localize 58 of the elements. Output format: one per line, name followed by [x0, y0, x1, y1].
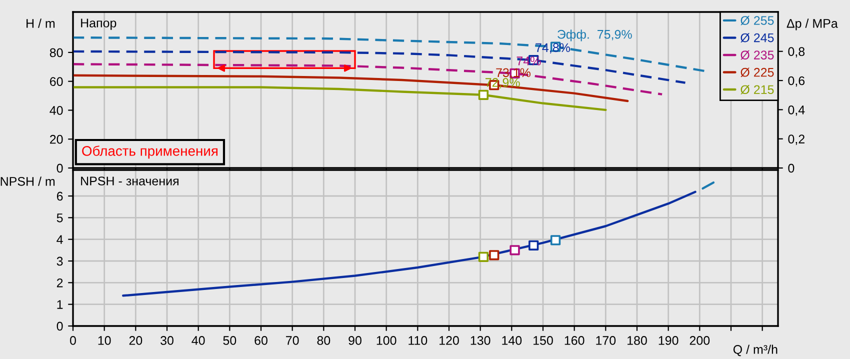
chart-title: NPSH - значения [81, 176, 178, 186]
point [510, 245, 520, 256]
point [550, 235, 561, 246]
chart-title: Напор [81, 18, 116, 30]
y-axis-title: NPSH / m [0, 176, 55, 186]
x-tick-label: 70 [286, 336, 299, 345]
point [528, 240, 539, 250]
point [478, 90, 489, 100]
x-tick-label: 20 [129, 336, 142, 345]
y2-tick-label: 0,8 [788, 47, 805, 58]
y-tick-label: 4 [56, 235, 63, 244]
x-tick-label: 50 [223, 336, 236, 345]
legend-label: Ø 225 [740, 68, 774, 77]
y-tick-label: 60 [50, 77, 63, 86]
y2-tick-label: 0 [788, 164, 794, 173]
band-label: Область применения [82, 146, 218, 159]
y-tick-label: 5 [56, 214, 63, 222]
y2-tick-label: 0,6 [788, 76, 805, 87]
x-tick-label: 130 [470, 336, 490, 345]
x-tick-label: 190 [658, 336, 678, 345]
x-tick-label: 120 [440, 336, 459, 345]
x-tick-label: 160 [564, 336, 584, 345]
x-tick-label: 80 [317, 336, 330, 345]
x-tick-label: 60 [254, 336, 268, 345]
y-axis-title: H / m [26, 18, 55, 28]
x-tick-label: 90 [348, 336, 362, 345]
legend-label: Ø 235 [740, 50, 774, 60]
y-tick-label: 40 [50, 106, 63, 115]
x-tick-label: 170 [596, 336, 616, 345]
x-tick-label: 40 [192, 336, 205, 345]
y-tick-label: 6 [56, 192, 63, 201]
x-axis-title: Q / m³/h [733, 344, 778, 356]
x-tick-label: 180 [628, 336, 647, 345]
x-tick-label: 100 [376, 336, 396, 345]
x-tick-label: 0 [70, 336, 76, 345]
legend-label: Ø 215 [740, 84, 774, 94]
y-tick-label: 0 [56, 164, 63, 173]
y2-tick-label: 0,2 [788, 134, 804, 145]
line-series [122, 190, 696, 297]
legend-label: Ø 245 [740, 33, 774, 42]
annotation: Эфф. 75,9% [558, 30, 632, 42]
point [489, 250, 500, 260]
x-tick-label: 10 [98, 336, 111, 345]
y-tick-label: 3 [56, 256, 63, 266]
x-tick-label: 140 [502, 336, 522, 345]
y-tick-label: 20 [50, 134, 63, 144]
y2-tick-label: 0,4 [788, 105, 805, 116]
x-tick-label: 150 [534, 336, 553, 345]
x-tick-label: 30 [160, 336, 174, 345]
point [478, 252, 489, 262]
y-tick-label: 1 [57, 300, 63, 309]
y-tick-label: 0 [56, 322, 63, 331]
x-tick-label: 200 [690, 336, 710, 345]
legend-label: Ø 255 [740, 16, 774, 26]
x-tick-label: 110 [408, 336, 428, 345]
y-tick-label: 80 [50, 48, 63, 58]
y-tick-label: 2 [56, 278, 63, 288]
y2-axis-title: Δp / MPa [786, 18, 838, 30]
